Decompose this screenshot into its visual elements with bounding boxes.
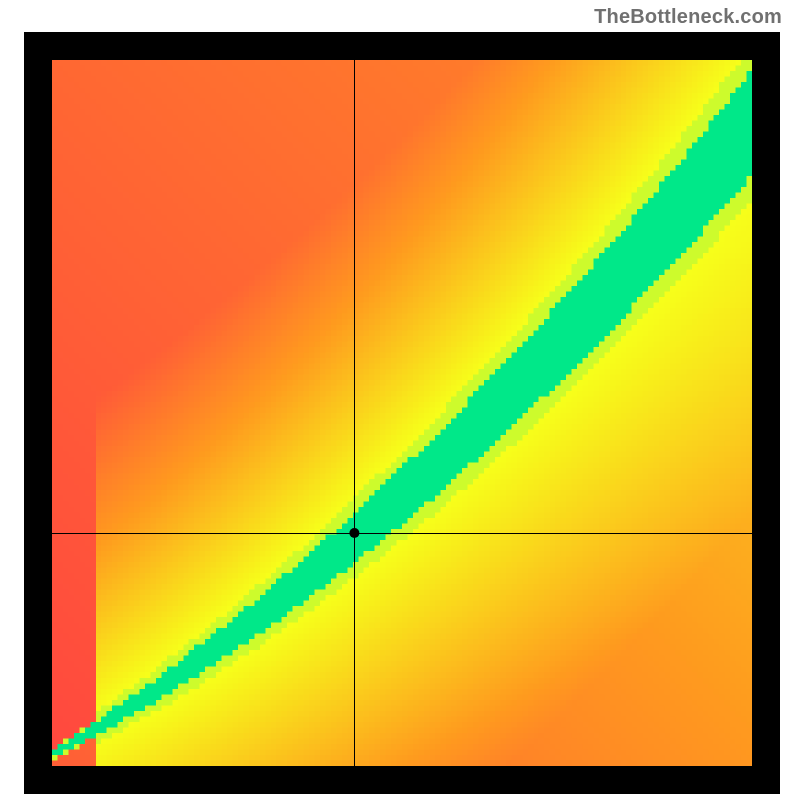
crosshair-overlay: [52, 60, 752, 766]
watermark-text: TheBottleneck.com: [594, 6, 782, 29]
chart-container: TheBottleneck.com: [0, 0, 800, 800]
